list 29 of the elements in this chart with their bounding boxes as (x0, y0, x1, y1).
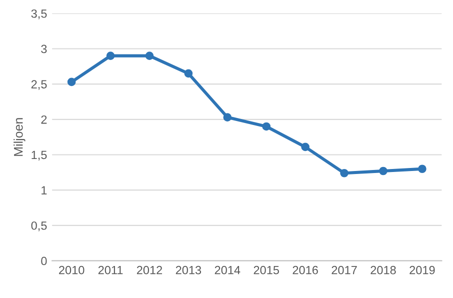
point (223, 113, 232, 122)
point (67, 78, 76, 86)
y-tick-label: 3,5 (31, 9, 47, 20)
point (262, 122, 271, 131)
point (145, 52, 154, 60)
y-tick-label: 0,5 (31, 221, 47, 232)
x-tick-label: 2012 (136, 266, 162, 274)
point (379, 166, 388, 176)
y-tick-label: 0 (41, 256, 47, 266)
y-tick-label: 2,5 (31, 80, 47, 90)
point (418, 164, 426, 174)
y-tick-label: 2 (41, 115, 47, 124)
x-tick-label: 2014 (214, 266, 240, 274)
y-tick-label: 3 (41, 44, 47, 54)
y-tick-label: 1 (42, 186, 47, 194)
x-tick-label: 2013 (176, 266, 202, 274)
x-tick-label: 2011 (98, 266, 123, 274)
y-tick-label: 1,5 (32, 150, 47, 161)
point (340, 168, 348, 178)
y-axis-title: Miljoen (14, 118, 26, 156)
point (184, 69, 193, 78)
x-tick-label: 2017 (332, 266, 357, 274)
x-tick-label: 2010 (59, 266, 84, 274)
x-tick-label: 2016 (292, 266, 318, 274)
point (106, 52, 115, 60)
point (301, 142, 310, 152)
x-tick-label: 2018 (370, 266, 396, 274)
x-tick-label: 2015 (254, 266, 279, 274)
x-tick-label: 2019 (410, 266, 435, 274)
